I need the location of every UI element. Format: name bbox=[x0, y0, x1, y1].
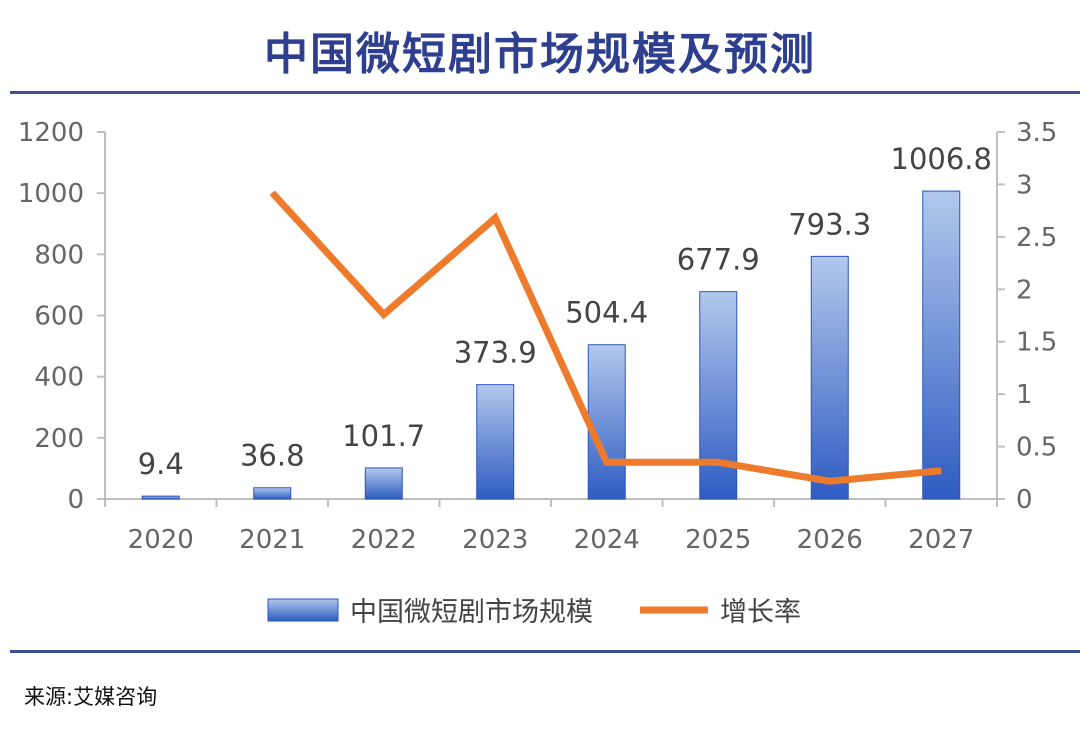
y-right-tick-label: 0 bbox=[1016, 485, 1033, 515]
y-left-tick-label: 600 bbox=[34, 302, 84, 332]
x-tick-label: 2021 bbox=[239, 525, 305, 555]
y-left-tick-label: 200 bbox=[34, 424, 84, 454]
bar-value-label: 1006.8 bbox=[891, 142, 992, 176]
bottom-divider bbox=[10, 650, 1080, 653]
bar bbox=[364, 467, 403, 500]
bar-value-label: 373.9 bbox=[454, 336, 537, 370]
y-right-tick-label: 2.5 bbox=[1016, 223, 1057, 253]
x-tick-label: 2025 bbox=[685, 525, 751, 555]
y-left-tick-label: 0 bbox=[67, 485, 84, 515]
growth-rate-point bbox=[271, 192, 273, 194]
x-tick-label: 2024 bbox=[574, 525, 640, 555]
bar bbox=[476, 384, 515, 500]
bar bbox=[587, 344, 626, 500]
growth-rate-point bbox=[940, 470, 942, 472]
growth-rate-point bbox=[383, 313, 385, 315]
x-tick-label: 2020 bbox=[128, 525, 194, 555]
legend-line-label: 增长率 bbox=[720, 597, 801, 628]
y-right-tick-label: 1 bbox=[1016, 380, 1033, 410]
page-title: 中国微短剧市场规模及预测 bbox=[264, 29, 816, 80]
top-divider bbox=[10, 91, 1080, 94]
growth-rate-point bbox=[606, 461, 608, 463]
y-left-tick-label: 800 bbox=[34, 240, 84, 270]
y-right-tick-label: 3.5 bbox=[1016, 118, 1057, 148]
y-right-tick-label: 2 bbox=[1016, 275, 1033, 305]
bar bbox=[922, 190, 961, 500]
growth-rate-point bbox=[717, 461, 719, 463]
bar bbox=[810, 255, 849, 500]
bar-value-label: 793.3 bbox=[788, 207, 871, 241]
y-left-tick-label: 1000 bbox=[18, 179, 84, 209]
y-right-tick-label: 0.5 bbox=[1016, 433, 1057, 463]
y-left-tick-label: 400 bbox=[34, 363, 84, 393]
bar-value-label: 504.4 bbox=[565, 296, 648, 330]
x-tick-label: 2026 bbox=[797, 525, 863, 555]
combo-chart: 0 200 400 600 800 1000 1200 0 0.5 1 1.5 2 2.5 3 3.5 202… bbox=[18, 118, 1058, 628]
legend-bar-swatch bbox=[267, 598, 339, 622]
bar-value-label: 101.7 bbox=[342, 419, 425, 453]
x-tick-label: 2023 bbox=[462, 525, 528, 555]
y-right-tick-label: 1.5 bbox=[1016, 328, 1057, 358]
legend-bar-label: 中国微短剧市场规模 bbox=[350, 597, 593, 628]
bar-value-label: 9.4 bbox=[138, 447, 184, 481]
x-tick-label: 2027 bbox=[908, 525, 974, 555]
bar-value-label: 677.9 bbox=[677, 243, 760, 277]
y-left-tick-label: 1200 bbox=[18, 118, 84, 148]
y-right-tick-label: 3 bbox=[1016, 170, 1033, 200]
source-note: 来源:艾媒咨询 bbox=[24, 685, 158, 709]
bar bbox=[141, 495, 180, 500]
bar-value-label: 36.8 bbox=[240, 439, 305, 473]
x-tick-label: 2022 bbox=[351, 525, 417, 555]
growth-rate-point bbox=[494, 217, 496, 219]
growth-rate-point bbox=[829, 480, 831, 482]
bar bbox=[253, 487, 292, 500]
